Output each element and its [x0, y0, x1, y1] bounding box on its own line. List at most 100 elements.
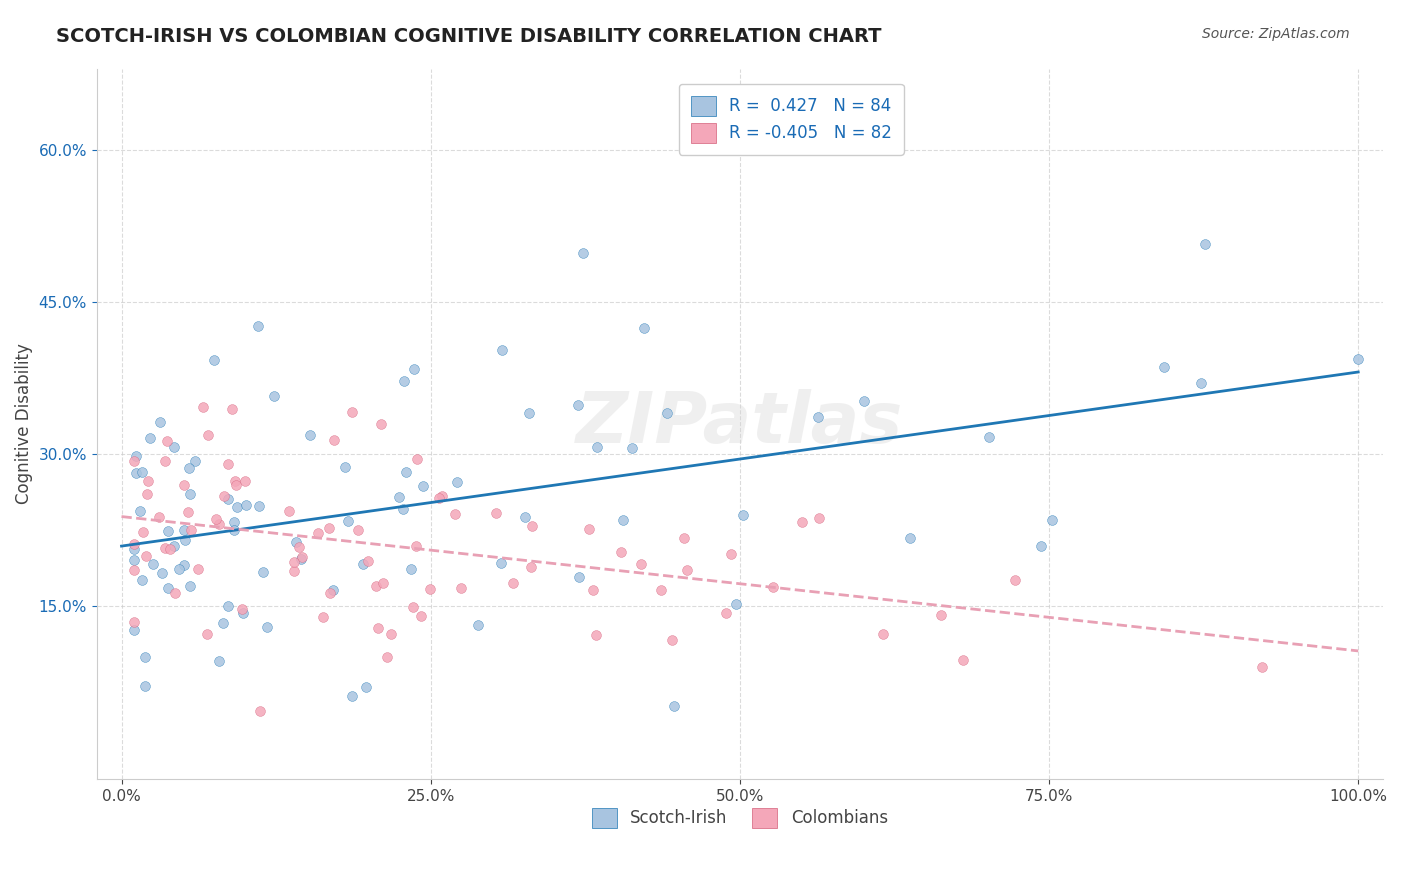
- Point: [177, 505, 200, 519]
- Point: [221, 402, 243, 417]
- Point: [733, 508, 755, 522]
- Point: [136, 475, 159, 489]
- Point: [467, 617, 489, 632]
- Point: [929, 607, 952, 622]
- Point: [672, 531, 695, 545]
- Point: [122, 553, 145, 567]
- Point: [375, 649, 398, 664]
- Point: [489, 556, 512, 570]
- Point: [725, 597, 748, 611]
- Point: [291, 549, 314, 564]
- Point: [173, 558, 195, 573]
- Point: [578, 522, 600, 536]
- Point: [340, 689, 363, 703]
- Point: [517, 406, 540, 420]
- Point: [582, 582, 605, 597]
- Point: [392, 502, 415, 516]
- Point: [430, 490, 453, 504]
- Point: [122, 541, 145, 556]
- Point: [662, 699, 685, 714]
- Point: [290, 552, 312, 566]
- Point: [405, 540, 427, 554]
- Point: [762, 580, 785, 594]
- Text: SCOTCH-IRISH VS COLOMBIAN COGNITIVE DISABILITY CORRELATION CHART: SCOTCH-IRISH VS COLOMBIAN COGNITIVE DISA…: [56, 27, 882, 45]
- Point: [179, 579, 201, 593]
- Point: [173, 523, 195, 537]
- Point: [217, 458, 239, 472]
- Point: [122, 623, 145, 637]
- Point: [370, 417, 392, 431]
- Point: [807, 409, 830, 424]
- Point: [312, 610, 335, 624]
- Point: [1029, 539, 1052, 553]
- Point: [191, 400, 214, 414]
- Point: [156, 434, 179, 449]
- Point: [404, 361, 426, 376]
- Point: [231, 601, 253, 615]
- Point: [217, 491, 239, 506]
- Point: [522, 519, 544, 533]
- Point: [346, 523, 368, 537]
- Point: [567, 398, 589, 412]
- Point: [225, 478, 247, 492]
- Point: [485, 506, 508, 520]
- Point: [502, 576, 524, 591]
- Point: [122, 615, 145, 629]
- Point: [898, 532, 921, 546]
- Point: [364, 579, 387, 593]
- Point: [633, 321, 655, 335]
- Point: [395, 465, 418, 479]
- Point: [515, 510, 537, 524]
- Point: [256, 620, 278, 634]
- Point: [208, 655, 231, 669]
- Point: [676, 563, 699, 577]
- Point: [952, 653, 974, 667]
- Point: [630, 557, 652, 571]
- Point: [520, 560, 543, 574]
- Point: [427, 491, 450, 505]
- Point: [586, 440, 609, 454]
- Point: [202, 353, 225, 368]
- Point: [298, 428, 321, 442]
- Point: [163, 539, 186, 553]
- Point: [165, 585, 187, 599]
- Point: [249, 705, 271, 719]
- Point: [226, 500, 249, 514]
- Point: [212, 489, 235, 503]
- Text: ZIPatlas: ZIPatlas: [576, 389, 904, 458]
- Point: [163, 441, 186, 455]
- Point: [412, 479, 434, 493]
- Point: [444, 507, 467, 521]
- Point: [177, 461, 200, 475]
- Point: [157, 524, 180, 538]
- Point: [187, 562, 209, 576]
- Legend: Scotch-Irish, Colombians: Scotch-Irish, Colombians: [585, 801, 894, 835]
- Point: [156, 581, 179, 595]
- Point: [411, 609, 433, 624]
- Point: [977, 430, 1000, 444]
- Point: [319, 586, 342, 600]
- Point: [333, 460, 356, 475]
- Point: [388, 491, 411, 505]
- Point: [609, 545, 631, 559]
- Point: [621, 441, 644, 455]
- Point: [1004, 573, 1026, 587]
- Point: [287, 540, 309, 554]
- Point: [232, 606, 254, 620]
- Point: [252, 566, 274, 580]
- Point: [134, 679, 156, 693]
- Point: [354, 680, 377, 694]
- Point: [307, 526, 329, 541]
- Point: [419, 582, 441, 596]
- Point: [129, 504, 152, 518]
- Point: [149, 415, 172, 429]
- Point: [380, 627, 402, 641]
- Point: [212, 616, 235, 631]
- Point: [150, 566, 173, 580]
- Point: [131, 466, 153, 480]
- Text: Source: ZipAtlas.com: Source: ZipAtlas.com: [1202, 27, 1350, 41]
- Point: [134, 649, 156, 664]
- Point: [661, 632, 683, 647]
- Point: [222, 516, 245, 530]
- Point: [135, 486, 157, 500]
